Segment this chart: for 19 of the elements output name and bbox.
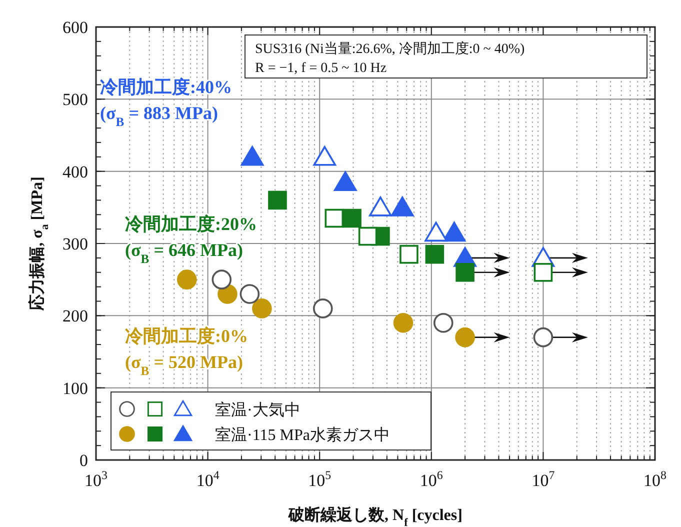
y-tick-label: 400	[62, 162, 88, 182]
x-tick-label: 10$^{8}$	[644, 468, 667, 490]
x-tick-label: 10$^{6}$	[420, 468, 443, 490]
x-axis-title: 破断繰返し数, N$_{f}$ [cycles]	[288, 506, 462, 527]
y-tick-label: 0	[80, 451, 88, 470]
legend-label: 室温·大気中	[215, 401, 300, 419]
y-tick-label: 500	[62, 90, 88, 110]
y-tick-label: 100	[62, 378, 88, 398]
annotation: 冷間加工度:20% (σ$_{B}$ = 646 MPa)	[125, 214, 257, 266]
y-tick-label: 300	[62, 234, 88, 254]
x-tick-label: 10$^{3}$	[84, 468, 108, 490]
x-tick-label: 10$^{4}$	[196, 468, 220, 490]
annotation: SUS316 (Ni当量:26.6%, 冷間加工度:0 ~ 40%) R = −1, f = 0.5 ~ 10 Hz	[255, 41, 526, 76]
legend-label: 室温·115 MPa水素ガス中	[215, 426, 390, 444]
y-tick-label: 200	[62, 306, 88, 326]
x-tick-label: 10$^{7}$	[532, 468, 555, 490]
annotation: 冷間加工度:0% (σ$_{B}$ = 520 MPa)	[125, 326, 248, 378]
y-tick-label: 600	[62, 18, 88, 37]
x-tick-label: 10$^{5}$	[308, 468, 332, 490]
